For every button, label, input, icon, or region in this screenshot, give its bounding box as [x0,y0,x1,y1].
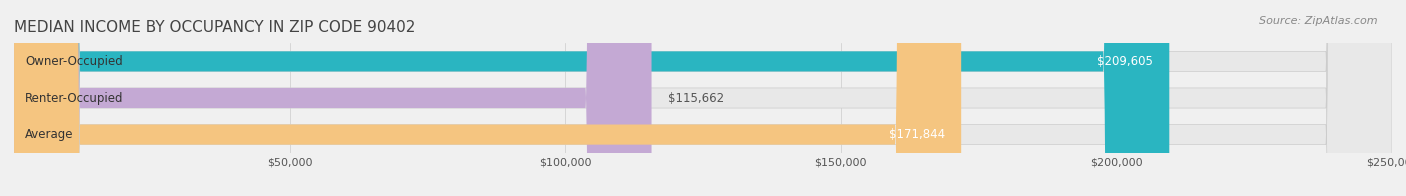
FancyBboxPatch shape [14,0,1392,196]
Text: Average: Average [25,128,73,141]
FancyBboxPatch shape [14,0,1392,196]
Text: $209,605: $209,605 [1097,55,1153,68]
Text: Source: ZipAtlas.com: Source: ZipAtlas.com [1260,16,1378,26]
FancyBboxPatch shape [14,0,962,196]
FancyBboxPatch shape [14,0,1170,196]
Text: $115,662: $115,662 [668,92,724,104]
Text: MEDIAN INCOME BY OCCUPANCY IN ZIP CODE 90402: MEDIAN INCOME BY OCCUPANCY IN ZIP CODE 9… [14,20,415,35]
Text: Renter-Occupied: Renter-Occupied [25,92,124,104]
Text: Owner-Occupied: Owner-Occupied [25,55,122,68]
FancyBboxPatch shape [14,0,1392,196]
Text: $171,844: $171,844 [889,128,945,141]
FancyBboxPatch shape [14,0,651,196]
